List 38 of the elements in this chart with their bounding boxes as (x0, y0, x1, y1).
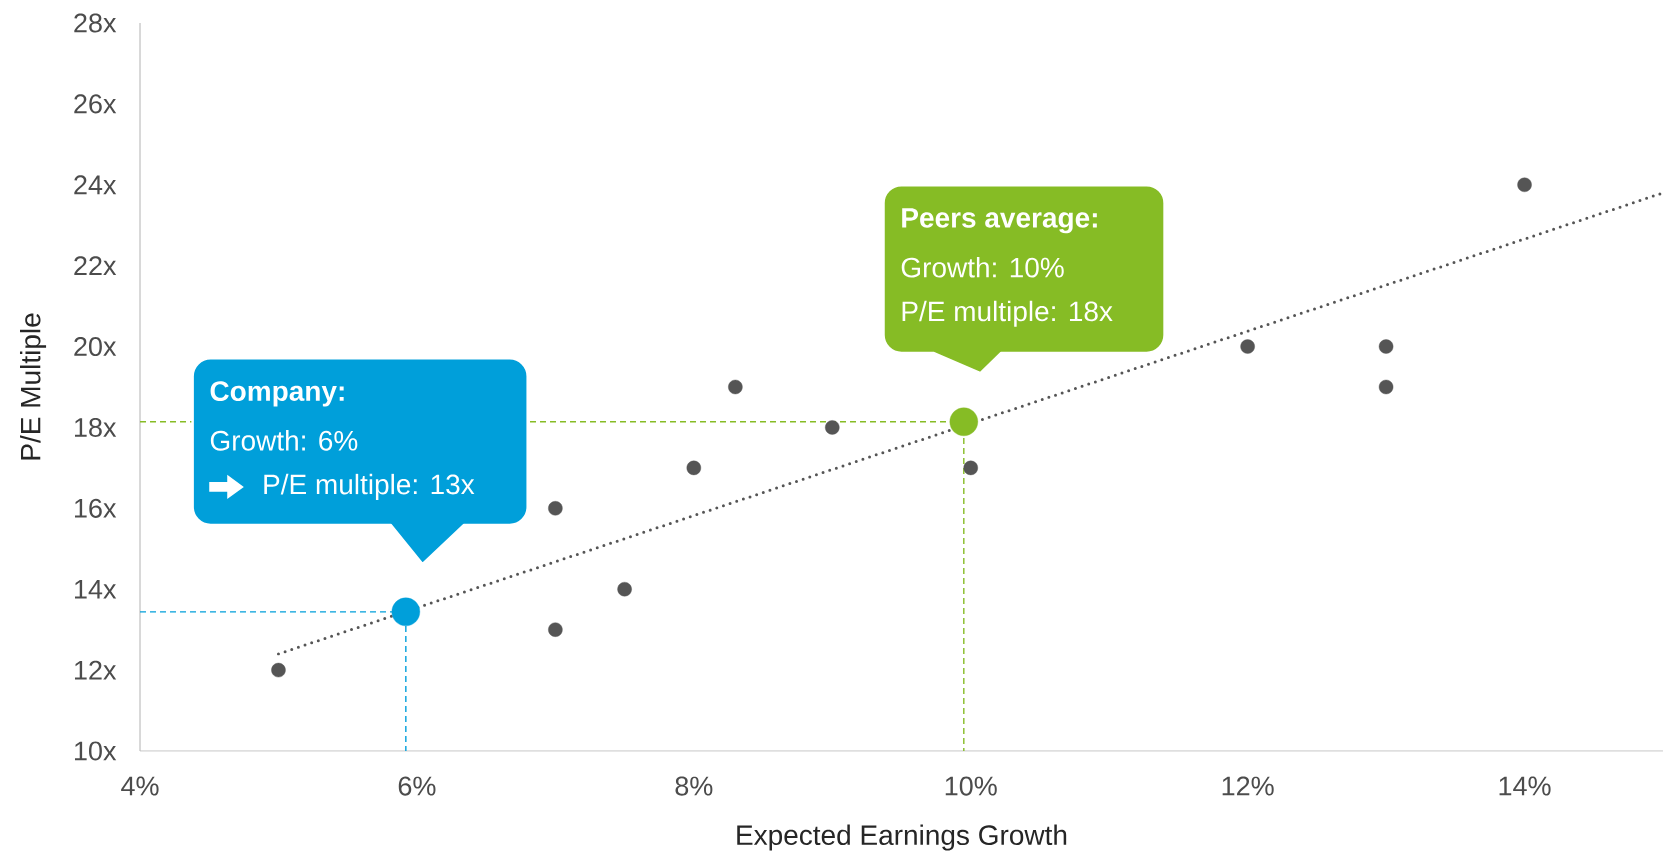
point (825, 420, 840, 435)
point (686, 460, 702, 476)
annotation: Growth: 10% (901, 257, 1064, 278)
annotation: Growth: 6% (210, 430, 358, 451)
point (548, 622, 563, 637)
x-tick-label: 14% (1499, 776, 1551, 796)
point (1378, 379, 1394, 395)
y-tick-label: 12x (75, 660, 117, 680)
y-tick-label: 20x (74, 336, 117, 357)
annotation: P/E multiple: 18x (902, 300, 1113, 327)
y-tick-label: 28x (74, 13, 117, 33)
point (617, 582, 632, 597)
x-tick-label: 10% (945, 776, 997, 796)
y-tick-label: 24x (74, 175, 117, 195)
x-tick-label: 8% (675, 776, 713, 796)
x-tick-label: 12% (1222, 776, 1274, 796)
point (1378, 339, 1394, 354)
point (271, 662, 286, 678)
x-tick-label: 6% (398, 776, 436, 796)
annotation: Company: (210, 381, 344, 407)
y-tick-label: 10x (75, 741, 117, 761)
y-axis-title: P/E Multiple (19, 313, 47, 460)
y-tick-label: 22x (74, 256, 117, 276)
point (963, 460, 978, 476)
y-tick-label: 16x (75, 498, 117, 518)
y-tick-label: 18x (75, 417, 117, 437)
point (548, 501, 563, 516)
point (949, 407, 979, 436)
annotation: Peers average: (902, 208, 1097, 234)
x-tick-label: 4% (121, 776, 159, 796)
point (1517, 177, 1532, 192)
point (391, 597, 421, 627)
x-axis-title: Expected Earnings Growth (737, 824, 1067, 851)
y-tick-label: 26x (74, 94, 117, 114)
y-tick-label: 14x (75, 579, 117, 599)
annotation: P/E multiple: 13x (264, 473, 475, 500)
point (728, 379, 743, 395)
point (1240, 339, 1255, 354)
